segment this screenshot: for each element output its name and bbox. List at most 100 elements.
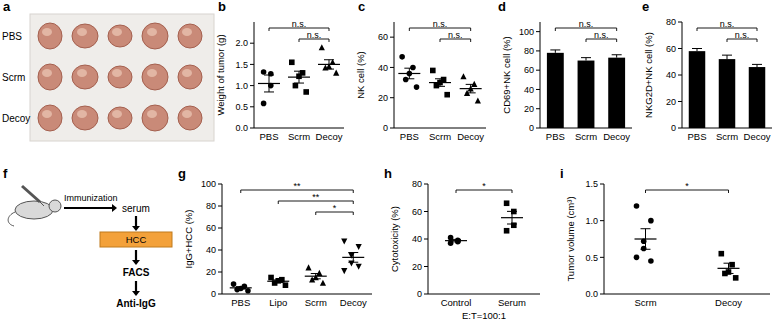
mean-line (445, 240, 467, 241)
tick (424, 294, 428, 295)
tumor-highlight (182, 110, 192, 118)
data-point (245, 288, 251, 294)
error-bar (294, 71, 304, 83)
data-point (634, 255, 640, 261)
assay-label: FACS (123, 267, 150, 278)
tick-label: 40 (378, 63, 388, 73)
tick-label: 100 (519, 27, 534, 37)
error-bar (451, 239, 461, 241)
panel-letter: f (3, 166, 8, 181)
x-axis (222, 294, 372, 295)
tick-label: 60 (378, 32, 388, 42)
arrow-head (132, 260, 140, 265)
panel-letter: b (218, 0, 226, 14)
tick (250, 43, 254, 44)
data-point (504, 228, 510, 234)
category-label: Decoy (457, 131, 484, 142)
data-point (399, 54, 405, 60)
category-label: PBS (687, 131, 706, 142)
tick (536, 31, 540, 32)
tick (600, 257, 604, 258)
significance-label: * (685, 181, 689, 191)
significance-label: n.s. (307, 30, 322, 40)
tick (600, 220, 604, 221)
tumor-highlight (42, 110, 52, 118)
data-point (414, 84, 420, 90)
category-label: Control (441, 297, 472, 308)
significance-label: * (333, 203, 337, 213)
error-bar (466, 84, 476, 92)
plot-area (258, 44, 340, 106)
tumor-highlight (42, 28, 52, 36)
tick-label: 0 (417, 289, 422, 299)
significance-label: n.s. (720, 19, 735, 29)
tick (424, 211, 428, 212)
tick-label: 1.0 (585, 216, 598, 226)
sample-label: serum (122, 203, 150, 214)
data-point (471, 81, 477, 87)
tumor (38, 64, 62, 90)
x-axis (254, 128, 344, 129)
tick (536, 50, 540, 51)
tumor (38, 23, 62, 49)
tick (250, 128, 254, 129)
mean-line (230, 287, 252, 288)
mean-line (267, 281, 289, 282)
panel-letter: i (560, 166, 564, 181)
tumor (178, 65, 202, 89)
category-label: Scrm (575, 131, 597, 142)
tick (678, 101, 682, 102)
plot-area (634, 203, 740, 280)
arrow-head (112, 204, 117, 212)
category-label: PBS (231, 297, 250, 308)
data-point (322, 64, 328, 70)
arrow (135, 281, 137, 291)
panel-letter: c (358, 0, 365, 14)
tick-label: 80 (206, 201, 216, 211)
needle (40, 202, 44, 206)
data-point (430, 68, 436, 74)
tick (218, 250, 222, 251)
category-label: Serum (498, 297, 526, 308)
tick (600, 294, 604, 295)
tumor-highlight (182, 69, 192, 77)
data-point (231, 281, 237, 287)
data-point (460, 73, 466, 79)
category-label: Scrm (305, 297, 327, 308)
tick-label: 20 (524, 104, 534, 114)
syringe (22, 186, 40, 202)
tumor (108, 25, 132, 47)
data-point (303, 89, 309, 95)
y-axis (604, 184, 605, 294)
tumor-highlight (147, 69, 157, 77)
tick-label: 80 (524, 46, 534, 56)
bar (547, 53, 564, 128)
tick (250, 106, 254, 107)
tick-label: 0.5 (235, 102, 248, 112)
tick (390, 37, 394, 38)
tumor (108, 66, 132, 88)
plot-area (230, 238, 365, 293)
tick-label: 60 (524, 65, 534, 75)
row-label: Decoy (2, 113, 30, 124)
data-point (648, 218, 654, 224)
tick (424, 266, 428, 267)
data-point (261, 101, 267, 107)
tick (424, 184, 428, 185)
error-bar (348, 253, 358, 263)
cell-dish (100, 232, 172, 247)
tick-label: 20 (412, 262, 422, 272)
x-axis (428, 294, 540, 295)
tick-label: 40 (206, 245, 216, 255)
data-point (341, 268, 347, 274)
tick (218, 272, 222, 273)
tick-label: 1.5 (585, 179, 598, 189)
error-bar (311, 274, 321, 279)
tick (424, 239, 428, 240)
tumor (142, 23, 168, 49)
panel-letter: h (384, 166, 392, 181)
tumor (72, 106, 98, 130)
step-label: Immunization (64, 193, 118, 203)
data-point (504, 200, 510, 206)
tick (678, 128, 682, 129)
